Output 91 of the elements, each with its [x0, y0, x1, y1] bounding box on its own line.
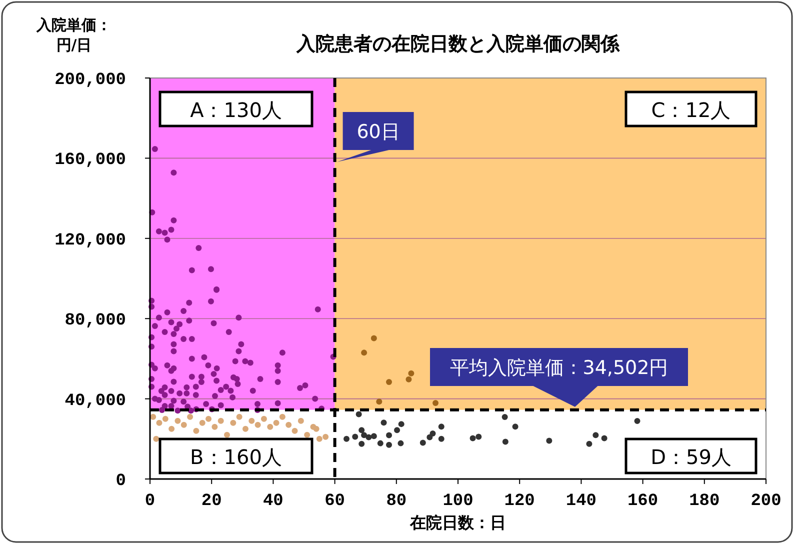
- point: [586, 440, 592, 447]
- point: [438, 424, 444, 430]
- point: [273, 420, 280, 426]
- x-tick-label: 40: [262, 492, 284, 511]
- point: [224, 432, 230, 438]
- point: [193, 428, 200, 434]
- point: [358, 440, 365, 447]
- ref-line-label: 平均入院単価：34,502円: [450, 357, 668, 379]
- point: [187, 414, 194, 420]
- point: [430, 430, 436, 436]
- annotation: C：12人: [651, 98, 731, 122]
- x-tick-label: 20: [201, 492, 222, 511]
- point: [230, 420, 236, 426]
- point: [366, 434, 372, 440]
- point: [386, 378, 392, 385]
- annotation: D：59人: [650, 445, 732, 469]
- point: [406, 376, 412, 382]
- point: [358, 427, 365, 434]
- point: [180, 422, 187, 428]
- point: [370, 433, 377, 440]
- x-tick-label: 60: [324, 492, 346, 511]
- ref-line-label: 60日: [356, 121, 400, 143]
- point: [398, 421, 404, 428]
- point: [502, 438, 508, 445]
- point: [254, 422, 261, 428]
- point: [592, 432, 599, 438]
- point: [162, 416, 168, 422]
- x-tick-label: 80: [386, 492, 407, 511]
- point: [322, 434, 329, 440]
- y-tick-label: 80,000: [64, 312, 126, 331]
- point: [432, 400, 439, 406]
- point: [168, 426, 175, 432]
- point: [408, 370, 414, 376]
- point: [248, 418, 255, 424]
- point: [242, 426, 248, 432]
- x-tick-label: 100: [442, 492, 474, 511]
- point: [512, 424, 518, 430]
- x-tick-label: 200: [750, 492, 782, 511]
- point: [267, 424, 274, 430]
- x-tick-label: 140: [566, 492, 597, 511]
- y-tick-label: 0: [116, 472, 126, 491]
- point: [438, 436, 444, 442]
- y-tick-label: 160,000: [54, 151, 126, 170]
- point: [470, 435, 476, 442]
- point: [313, 426, 320, 432]
- point: [174, 418, 181, 424]
- point: [634, 418, 640, 424]
- point: [601, 435, 608, 442]
- x-tick-label: 160: [627, 492, 658, 511]
- chart-title: 入院患者の在院日数と入院単価の関係: [296, 33, 620, 55]
- point: [292, 428, 298, 434]
- point: [361, 350, 368, 356]
- point: [153, 436, 160, 442]
- annotation: A：130人: [190, 98, 282, 122]
- point: [398, 440, 404, 446]
- point: [546, 438, 552, 444]
- point: [502, 414, 508, 420]
- point: [286, 422, 292, 428]
- x-tick-label: 0: [144, 492, 156, 511]
- point: [218, 418, 224, 424]
- point: [380, 420, 387, 426]
- point: [476, 434, 482, 440]
- point: [156, 420, 162, 426]
- x-tick-label: 120: [504, 492, 535, 511]
- point: [420, 440, 426, 446]
- point: [236, 414, 242, 420]
- y-tick-label: 40,000: [64, 392, 126, 411]
- point: [377, 440, 384, 446]
- x-tick-label: 180: [689, 492, 720, 511]
- point: [356, 411, 362, 418]
- point: [279, 414, 286, 420]
- point: [260, 416, 267, 422]
- point: [386, 432, 392, 438]
- point: [304, 432, 310, 438]
- y-axis-title: 入院単価：円/日: [36, 16, 112, 54]
- y-tick-label: 120,000: [54, 231, 126, 250]
- annotation: B：160人: [190, 445, 282, 469]
- point: [199, 420, 206, 426]
- point: [394, 427, 400, 434]
- point: [370, 335, 377, 342]
- point: [344, 436, 350, 442]
- point: [352, 434, 358, 440]
- point: [386, 442, 392, 448]
- point: [212, 424, 218, 430]
- point: [376, 398, 382, 405]
- point: [298, 418, 304, 424]
- point: [316, 436, 322, 442]
- point: [206, 416, 212, 422]
- point: [361, 432, 368, 438]
- y-tick-label: 200,000: [54, 71, 126, 90]
- x-axis-title: 在院日数：日: [409, 513, 506, 532]
